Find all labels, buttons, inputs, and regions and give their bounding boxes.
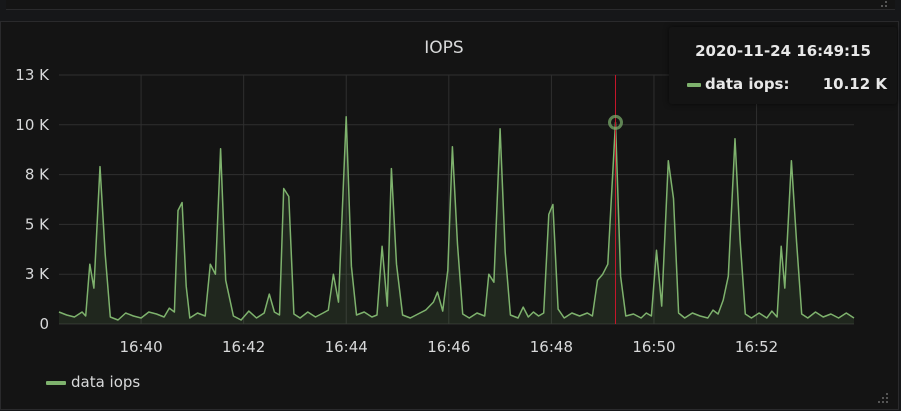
- y-tick-label: 13 K: [15, 66, 50, 84]
- iops-chart[interactable]: IOPS 0 3 K 5 K 8 K 10 K 13 K 16:40 16:42 16:44 1…: [1, 22, 900, 411]
- resize-handle-icon[interactable]: [878, 393, 888, 403]
- x-tick-label: 16:44: [325, 338, 368, 356]
- resize-handle-icon[interactable]: [877, 1, 887, 11]
- previous-panel-edge: [6, 0, 895, 10]
- y-tick-label: 10 K: [15, 116, 50, 134]
- tooltip-series-row: data iops: 10.12 K: [687, 75, 887, 95]
- legend-label[interactable]: data iops: [71, 373, 141, 391]
- dashboard-row-above: [0, 0, 901, 14]
- y-tick-label: 5 K: [25, 215, 50, 233]
- series-line-data-iops: [58, 116, 855, 321]
- y-tick-label: 8 K: [25, 166, 50, 184]
- x-tick-label: 16:52: [735, 338, 778, 356]
- hover-tooltip: 2020-11-24 16:49:15 data iops: 10.12 K: [669, 27, 897, 104]
- legend-color-swatch[interactable]: [46, 381, 66, 385]
- x-tick-label: 16:46: [427, 338, 470, 356]
- x-tick-label: 16:48: [530, 338, 573, 356]
- x-tick-label: 16:40: [119, 338, 162, 356]
- tooltip-series-value: 10.12 K: [822, 75, 887, 93]
- y-tick-label: 3 K: [25, 265, 50, 283]
- x-tick-label: 16:42: [222, 338, 265, 356]
- tooltip-series-name: data iops:: [705, 75, 790, 93]
- tooltip-timestamp: 2020-11-24 16:49:15: [695, 42, 871, 60]
- hover-point-marker: [608, 114, 623, 130]
- y-tick-label: 0: [39, 315, 49, 333]
- x-tick-label: 16:50: [632, 338, 675, 356]
- panel-title[interactable]: IOPS: [424, 38, 463, 58]
- series-color-swatch: [687, 83, 701, 87]
